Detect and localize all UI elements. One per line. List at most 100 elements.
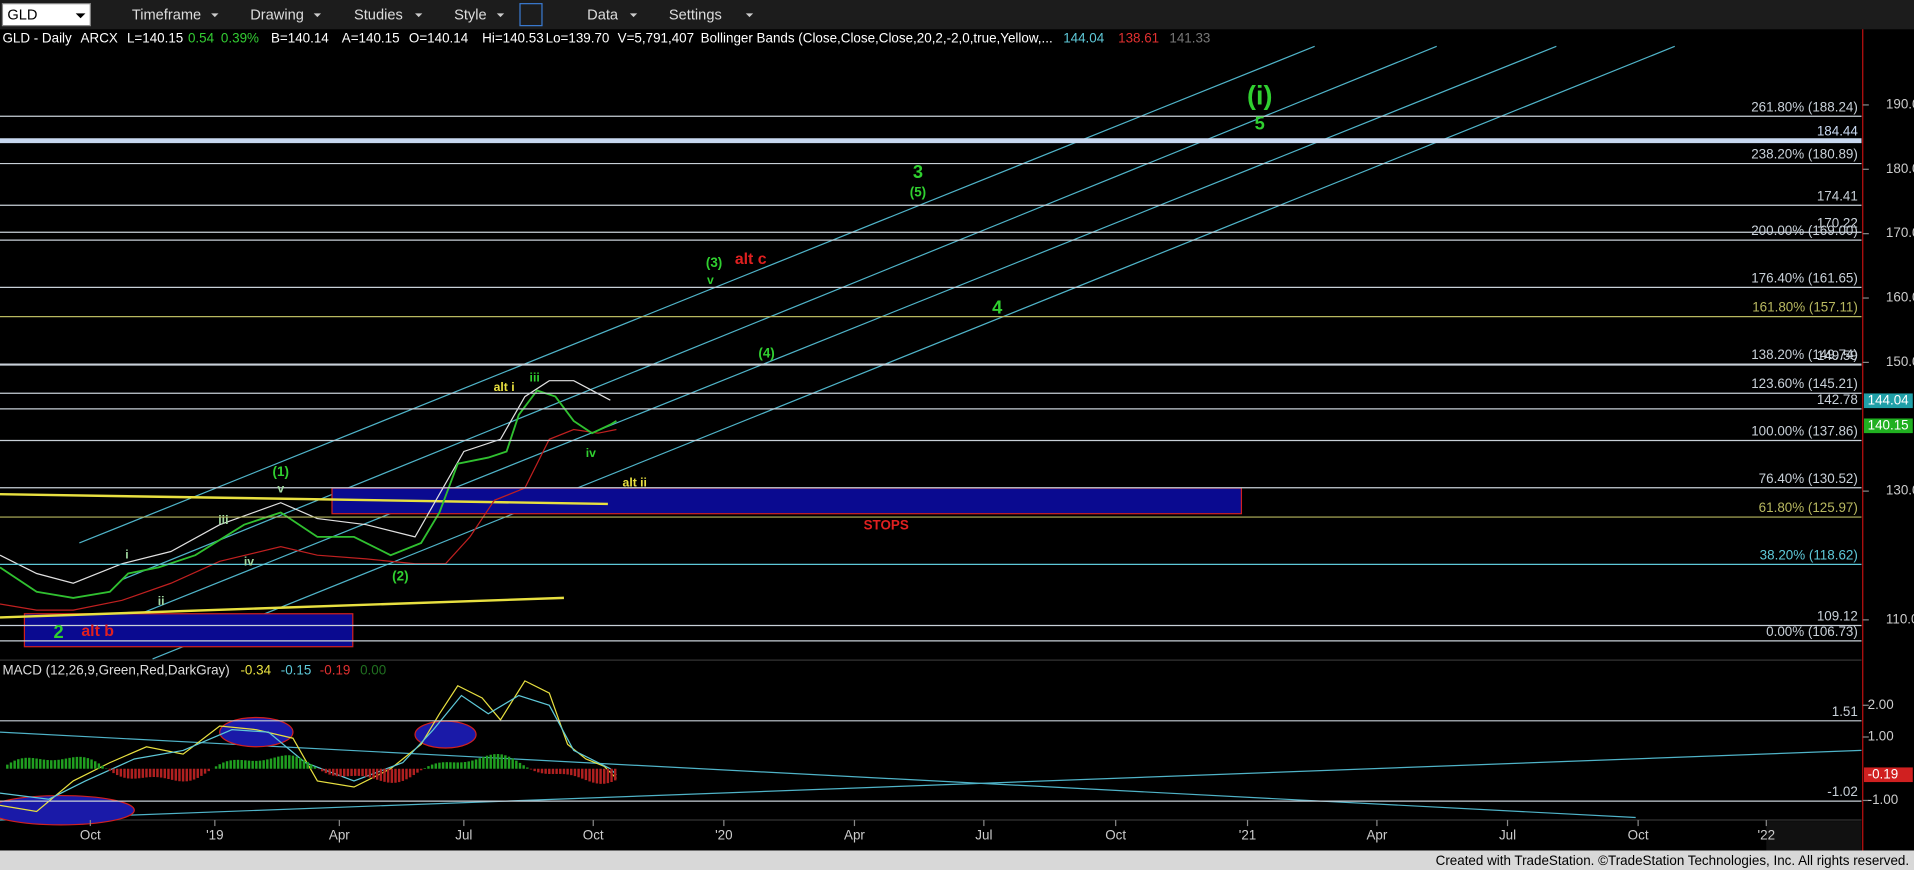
wave-label: 2	[53, 621, 63, 642]
time-tick-label: Oct	[1105, 827, 1126, 842]
macd-histogram-bar	[463, 762, 467, 769]
macd-histogram-bar	[350, 768, 353, 777]
price-level-label: 76.40% (130.52)	[1759, 471, 1858, 486]
macd-histogram-bar	[449, 762, 452, 769]
highlight-ellipse	[414, 720, 477, 749]
toolbar-menu[interactable]: Style	[454, 8, 487, 24]
header-readout: GLD - Daily	[2, 31, 72, 46]
macd-histogram-bar	[218, 764, 221, 769]
macd-histogram-bar	[163, 768, 167, 779]
symbol-box[interactable]	[1, 3, 91, 27]
macd-histogram-bar	[181, 768, 185, 782]
header-readout: A=140.15	[342, 31, 400, 46]
toolbar-menu[interactable]: Timeframe	[132, 8, 201, 24]
macd-histogram-bar	[401, 768, 405, 781]
macd-histogram-bar	[430, 764, 434, 769]
macd-histogram-bar	[137, 768, 141, 779]
toolbar-menu[interactable]: Data	[587, 8, 619, 24]
macd-histogram-bar	[61, 759, 64, 769]
macd-histogram-bar	[603, 768, 606, 784]
toolbar-menu[interactable]: Settings	[669, 8, 722, 24]
macd-histogram-bar	[178, 768, 181, 782]
macd-trendlines	[0, 731, 1862, 821]
header-readout: ARCX	[81, 31, 118, 46]
time-tick-label: Apr	[1366, 827, 1387, 842]
macd-histogram-bar	[507, 756, 511, 769]
toolbar-menu[interactable]: Drawing	[250, 8, 304, 24]
macd-histogram-bar	[405, 768, 408, 780]
price-level-label: 100.00% (137.86)	[1751, 424, 1858, 439]
macd-readout: 0.00	[360, 663, 386, 678]
symbol: GLD	[7, 8, 37, 24]
macd-histogram-bar	[24, 757, 27, 769]
macd-histogram-bar	[170, 768, 174, 780]
header-readout: L=140.15	[127, 31, 183, 46]
future-area	[1766, 821, 1862, 851]
macd-histogram-bar	[606, 768, 610, 784]
macd-histogram-bar	[130, 768, 134, 779]
macd-histogram-bar	[482, 756, 485, 769]
price-level-label: 38.20% (118.62)	[1760, 547, 1858, 562]
macd-histogram-bar	[353, 768, 357, 776]
macd-histogram-bar	[75, 756, 79, 769]
macd-histogram-bar	[280, 755, 284, 769]
macd-histogram-bar	[64, 758, 68, 769]
macd-histogram-bar	[86, 758, 90, 769]
price-tick-label: 130.00	[1886, 483, 1914, 498]
price-level-label: 123.60% (145.21)	[1751, 376, 1858, 391]
macd-histogram-bar	[346, 768, 350, 777]
macd-histogram-bar	[13, 760, 16, 769]
macd-histogram-bar	[112, 768, 115, 774]
macd-histogram-bar	[148, 768, 152, 778]
macd-tag-label: -0.19	[1868, 766, 1899, 781]
macd-histogram-bar	[489, 754, 492, 769]
macd-histogram-bar	[610, 768, 613, 783]
header-readout: Lo=139.70	[546, 31, 610, 46]
bollinger-lower	[0, 428, 617, 611]
time-tick-label: Oct	[583, 827, 604, 842]
macd-histogram-bar	[375, 768, 379, 780]
macd-histogram-bar	[438, 762, 441, 769]
macd-histogram-bar	[93, 761, 97, 769]
macd-tick-label: 1.00	[1868, 729, 1894, 744]
wave-label: (3)	[706, 255, 722, 270]
macd-histogram-bar	[562, 768, 566, 775]
price-tick-label: 150.00	[1886, 354, 1914, 369]
macd-histogram-bar	[548, 768, 551, 774]
macd-histogram-bar	[167, 768, 170, 780]
macd-histogram-bar	[134, 768, 137, 779]
macd-histogram-bar	[42, 759, 46, 769]
macd-histogram-bar	[53, 760, 57, 769]
time-tick-label: Apr	[329, 827, 350, 842]
macd-histogram-bar	[196, 768, 199, 778]
macd-histogram-bar	[207, 768, 210, 772]
wave-label: v	[707, 273, 714, 287]
macd-histogram-bar	[599, 768, 602, 784]
macd-histogram-bar	[9, 762, 13, 769]
macd-histogram-bar	[299, 757, 302, 769]
macd-histogram-bar	[511, 758, 514, 769]
header-readout: 0.54	[188, 31, 215, 46]
macd-histogram-bar	[233, 759, 236, 769]
macd-histogram-bar	[518, 762, 522, 769]
price-tag	[1863, 418, 1913, 434]
dropdown-arrow	[629, 13, 638, 18]
macd-histogram-bar	[152, 768, 156, 778]
wave-label: alt i	[494, 380, 515, 394]
macd-histogram-bar	[577, 768, 580, 778]
macd-histogram-bar	[83, 757, 86, 769]
price-tick-label: 170.00	[1886, 225, 1914, 240]
macd-histogram-bar	[566, 768, 569, 775]
wave-label: v	[277, 482, 284, 496]
macd-title: MACD (12,26,9,Green,Red,DarkGray)	[2, 663, 229, 678]
channel-line	[79, 45, 1315, 544]
time-tick-label: Jul	[1499, 827, 1516, 842]
macd-histogram-bar	[419, 768, 423, 771]
time-tick-label: Jul	[975, 827, 992, 842]
toolbar-menu[interactable]: Studies	[354, 8, 403, 24]
macd-histogram-bar	[595, 768, 599, 784]
wave-label: (2)	[392, 569, 408, 584]
macd-histogram-bar	[321, 768, 324, 772]
layout-icon[interactable]	[519, 3, 543, 27]
